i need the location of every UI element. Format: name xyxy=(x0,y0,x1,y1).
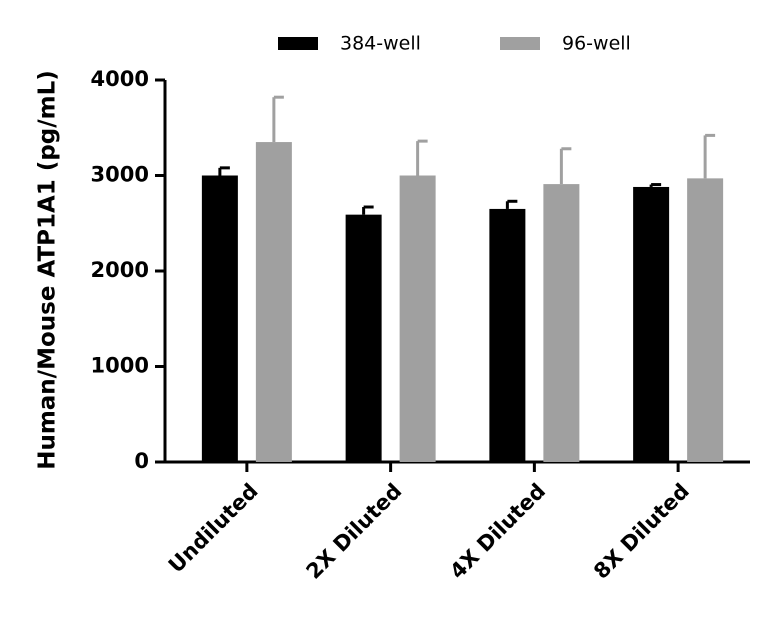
y-tick-label: 3000 xyxy=(91,163,149,187)
y-tick-label: 2000 xyxy=(91,258,149,282)
y-tick-label: 1000 xyxy=(91,354,149,378)
bar xyxy=(687,178,724,463)
legend-swatch xyxy=(500,37,540,50)
legend-label: 96-well xyxy=(562,33,631,55)
bar xyxy=(633,186,670,462)
bar xyxy=(489,208,526,462)
legend-label: 384-well xyxy=(340,33,421,55)
x-tick-label: 2X Diluted xyxy=(302,479,407,584)
y-axis-label: Human/Mouse ATP1A1 (pg/mL) xyxy=(35,70,61,470)
bar xyxy=(255,142,292,462)
legend-swatch xyxy=(278,37,318,50)
bar xyxy=(201,175,238,462)
x-tick-label: Undiluted xyxy=(164,479,263,578)
bar xyxy=(399,175,436,462)
x-tick-label: 4X Diluted xyxy=(445,479,550,584)
bar xyxy=(543,184,580,462)
y-tick-label: 0 xyxy=(134,449,149,473)
y-tick-label: 4000 xyxy=(91,67,149,91)
x-tick-label: 8X Diluted xyxy=(589,479,694,584)
bar xyxy=(345,214,382,462)
